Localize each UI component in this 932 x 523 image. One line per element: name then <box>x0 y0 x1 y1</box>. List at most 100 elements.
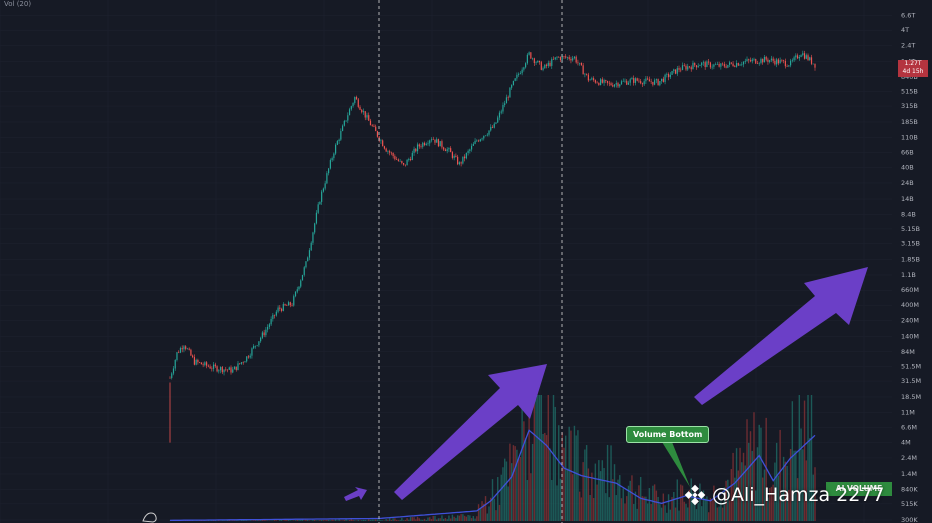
candle-body <box>667 74 670 78</box>
candle-body <box>659 81 661 86</box>
volume-bar <box>622 488 624 521</box>
candle-body <box>497 117 499 123</box>
volume-bar <box>652 485 654 521</box>
candle-body <box>702 62 705 63</box>
candle-body <box>809 57 811 61</box>
volume-bar <box>402 520 405 521</box>
candle-body <box>781 60 783 61</box>
volume-bar <box>592 497 595 521</box>
candle-body <box>749 60 752 62</box>
volume-bar <box>807 395 809 521</box>
volume-bar <box>388 518 391 521</box>
volume-bar <box>390 519 393 521</box>
watermark: @Ali_Hamza 2277 <box>684 484 885 506</box>
candle-body <box>307 257 309 262</box>
y-tick-label: 4T <box>901 26 909 34</box>
volume-bar <box>265 520 267 521</box>
candle-body <box>303 267 305 275</box>
candle-body <box>629 79 631 83</box>
candle-body <box>699 65 701 66</box>
volume-bar <box>782 456 785 521</box>
volume-bar <box>510 463 513 521</box>
volume-bar <box>409 517 412 521</box>
candle-body <box>183 346 185 350</box>
volume-bar <box>784 461 787 521</box>
candle-body <box>434 139 436 143</box>
volume-bar <box>727 479 729 521</box>
volume-bar <box>533 395 536 521</box>
candle-body <box>389 151 391 153</box>
volume-bar <box>613 464 616 521</box>
volume-bar <box>700 506 703 521</box>
candle-body <box>627 82 630 85</box>
candle-body <box>305 261 307 268</box>
candle-body <box>706 61 708 68</box>
volume-bar <box>312 519 314 521</box>
volume-bar <box>286 520 288 521</box>
candle-body <box>376 131 379 137</box>
volume-bar <box>347 520 349 521</box>
volume-bar <box>429 517 431 521</box>
candle-body <box>502 104 504 112</box>
candle-body <box>753 58 755 60</box>
candle-body <box>742 61 745 65</box>
volume-bar <box>809 438 811 521</box>
volume-bar <box>596 484 598 521</box>
volume-bar <box>327 519 330 521</box>
candle-body <box>505 97 508 104</box>
candle-body <box>218 370 220 372</box>
candle-body <box>603 80 605 83</box>
y-tick-label: 40B <box>901 164 914 172</box>
volume-bar <box>493 498 495 521</box>
volume-bar <box>814 467 816 521</box>
candle-body <box>748 59 750 61</box>
volume-bar <box>791 401 794 521</box>
candle-body <box>619 84 621 87</box>
volume-bar <box>594 463 597 521</box>
candle-body <box>387 151 389 152</box>
y-tick-label: 51.5M <box>901 362 921 370</box>
volume-bar <box>777 475 780 521</box>
candle-body <box>664 74 666 82</box>
candle-body <box>455 155 457 157</box>
candle-body <box>676 68 678 74</box>
volume-bar <box>287 519 290 521</box>
volume-bar <box>488 506 490 521</box>
volume-bar <box>673 492 675 521</box>
candle-body <box>695 65 698 68</box>
volume-bar <box>636 508 638 521</box>
volume-bar <box>380 519 382 521</box>
volume-bar <box>566 468 569 521</box>
volume-bar <box>634 491 637 521</box>
volume-bar <box>762 477 764 521</box>
volume-bar <box>509 443 511 521</box>
candle-body <box>746 59 748 61</box>
candle-body <box>443 147 445 150</box>
volume-bar <box>714 500 717 521</box>
candle-body <box>519 73 521 74</box>
volume-bar <box>385 519 387 521</box>
volume-bar <box>477 504 480 521</box>
candle-body <box>530 52 532 59</box>
candle-body <box>662 78 664 82</box>
candle-body <box>566 57 569 58</box>
volume-bar <box>657 496 659 521</box>
candle-body <box>282 304 284 311</box>
y-tick-label: 185B <box>901 118 918 126</box>
candle-body <box>587 74 589 81</box>
candle-body <box>756 63 759 65</box>
candle-body <box>294 291 297 297</box>
candle-body <box>755 58 757 64</box>
candle-body <box>547 62 549 66</box>
candle-body <box>347 115 349 121</box>
candle-body <box>373 125 375 127</box>
volume-bar <box>695 509 698 521</box>
candle-body <box>791 60 793 61</box>
volume-bar <box>559 478 562 521</box>
y-tick-label: 140M <box>901 333 919 341</box>
candle-body <box>476 140 478 142</box>
volume-bar <box>571 474 574 521</box>
volume-bar <box>279 519 281 521</box>
volume-bar <box>246 520 248 521</box>
candle-body <box>779 60 781 64</box>
